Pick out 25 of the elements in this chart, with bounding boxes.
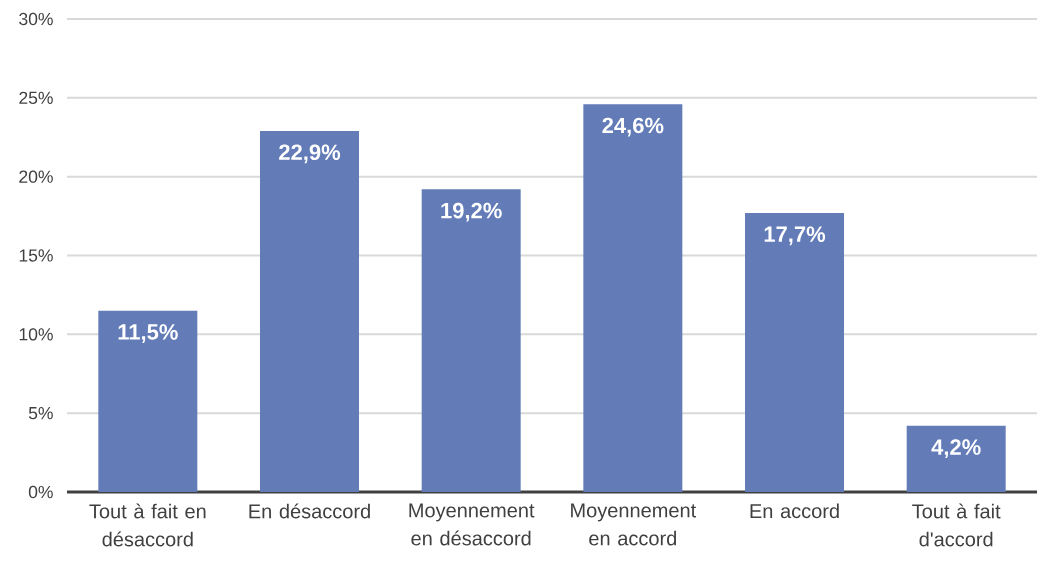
x-tick-label: Tout à fait en désaccord [89,503,206,547]
bar [98,310,198,492]
x-tick-label: Tout à fait d'accord [912,503,1001,547]
data-label: 22,9% [279,144,341,164]
bar [583,104,683,492]
bar [421,189,521,492]
x-tick-label: Moyennement en accord [571,503,697,546]
x-tick-label: Moyennement en désaccord [409,503,535,546]
data-label: 19,2% [441,202,502,222]
y-tick-label: 0% [28,485,53,499]
data-label: 11,5% [118,324,178,343]
y-tick-label: 25% [19,91,53,105]
data-label: 17,7% [764,226,826,246]
bar [906,425,1006,492]
y-tick-label: 30% [19,12,53,26]
bar [260,130,359,492]
x-tick-label: En accord [750,503,839,519]
x-tick-label: En désaccord [249,503,370,519]
y-tick-label: 5% [28,407,53,420]
y-tick-label: 15% [19,249,53,262]
bar [745,212,845,492]
data-label: 4,2% [931,439,981,459]
y-tick-label: 20% [19,170,53,183]
data-label: 24,6% [602,117,664,137]
y-tick-label: 10% [19,328,53,341]
